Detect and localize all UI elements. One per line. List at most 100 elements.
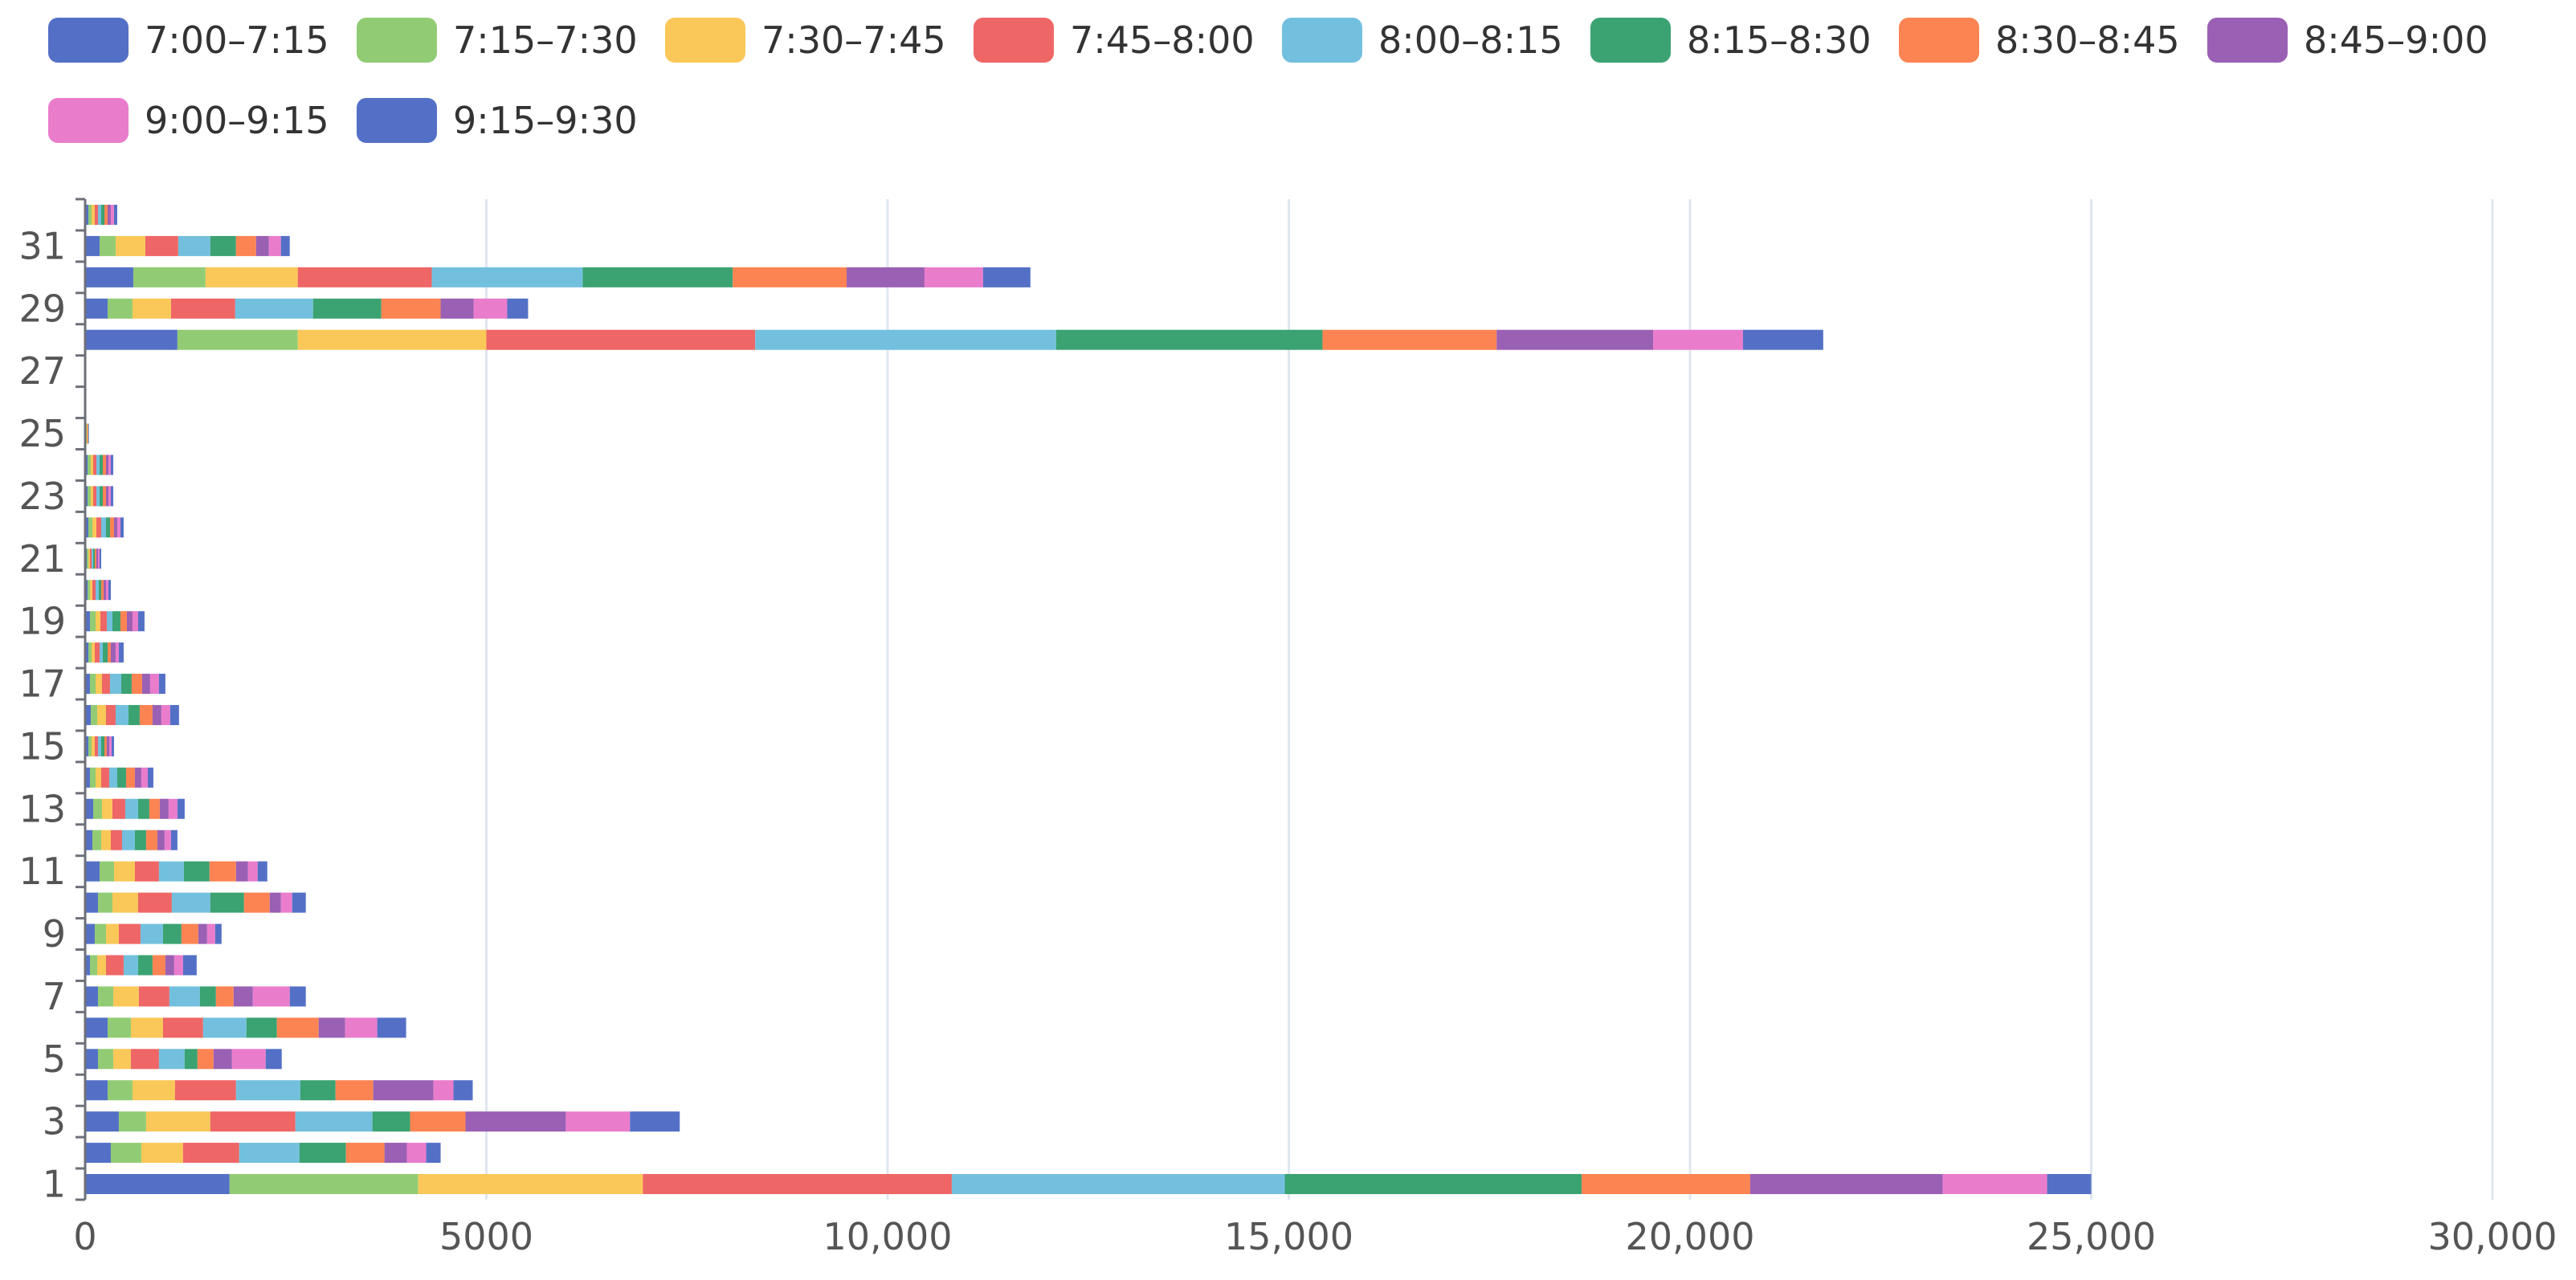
bar-segment[interactable]	[95, 767, 101, 788]
bar-segment[interactable]	[137, 892, 172, 913]
bar-segment[interactable]	[85, 235, 100, 256]
bar-segment[interactable]	[99, 548, 101, 569]
bar-segment[interactable]	[372, 1111, 410, 1132]
bar-segment[interactable]	[440, 298, 474, 319]
bar-segment[interactable]	[100, 767, 109, 788]
bar-segment[interactable]	[85, 923, 95, 944]
bar-segment[interactable]	[630, 1111, 680, 1132]
bar-segment[interactable]	[229, 1174, 418, 1195]
bar-segment[interactable]	[92, 580, 96, 601]
bar-segment[interactable]	[118, 1111, 146, 1132]
bar-segment[interactable]	[87, 580, 90, 601]
bar-segment[interactable]	[105, 955, 124, 976]
bar-segment[interactable]	[91, 642, 95, 663]
bar-segment[interactable]	[1942, 1174, 2047, 1195]
bar-segment[interactable]	[97, 548, 100, 569]
bar-segment[interactable]	[147, 767, 153, 788]
bar-segment[interactable]	[138, 986, 169, 1007]
bar-segment[interactable]	[335, 1080, 374, 1101]
bar-segment[interactable]	[85, 986, 98, 1007]
bar-segment[interactable]	[132, 298, 171, 319]
bar-segment[interactable]	[1322, 329, 1497, 350]
bar-segment[interactable]	[152, 955, 165, 976]
bar-segment[interactable]	[235, 1080, 300, 1101]
bar-segment[interactable]	[112, 611, 120, 632]
bar-segment[interactable]	[125, 767, 135, 788]
bar-segment[interactable]	[755, 329, 1056, 350]
bar-segment[interactable]	[120, 517, 124, 538]
bar-segment[interactable]	[85, 767, 90, 788]
bar-segment[interactable]	[158, 861, 184, 882]
bar-segment[interactable]	[88, 204, 92, 225]
bar-segment[interactable]	[92, 830, 101, 850]
bar-segment[interactable]	[88, 423, 89, 444]
bar-segment[interactable]	[110, 455, 113, 475]
bar-segment[interactable]	[174, 955, 183, 976]
bar-segment[interactable]	[243, 892, 270, 913]
bar-segment[interactable]	[87, 486, 91, 507]
bar-segment[interactable]	[85, 1049, 98, 1070]
bar-segment[interactable]	[297, 267, 432, 287]
bar-segment[interactable]	[107, 204, 111, 225]
bar-segment[interactable]	[847, 267, 925, 287]
bar-segment[interactable]	[345, 1017, 378, 1038]
bar-segment[interactable]	[162, 923, 182, 944]
bar-segment[interactable]	[257, 861, 267, 882]
bar-segment[interactable]	[924, 267, 983, 287]
bar-segment[interactable]	[85, 1111, 119, 1132]
bar-segment[interactable]	[88, 736, 92, 756]
bar-segment[interactable]	[410, 1111, 466, 1132]
bar-segment[interactable]	[183, 861, 210, 882]
bar-segment[interactable]	[406, 1143, 427, 1164]
bar-segment[interactable]	[85, 1017, 108, 1038]
bar-segment[interactable]	[149, 798, 160, 819]
bar-segment[interactable]	[235, 861, 248, 882]
bar-segment[interactable]	[120, 674, 132, 695]
bar-segment[interactable]	[1284, 1174, 1582, 1195]
bar-segment[interactable]	[473, 298, 508, 319]
bar-segment[interactable]	[112, 1049, 131, 1070]
bar-segment[interactable]	[105, 923, 119, 944]
bar-segment[interactable]	[486, 329, 756, 350]
bar-segment[interactable]	[108, 486, 111, 507]
bar-segment[interactable]	[231, 1049, 266, 1070]
bar-segment[interactable]	[102, 486, 106, 507]
bar-segment[interactable]	[134, 767, 141, 788]
bar-segment[interactable]	[89, 955, 97, 976]
bar-segment[interactable]	[86, 423, 88, 444]
bar-segment[interactable]	[426, 1143, 441, 1164]
bar-segment[interactable]	[507, 298, 529, 319]
bar-segment[interactable]	[108, 455, 111, 475]
bar-segment[interactable]	[312, 298, 382, 319]
bar-segment[interactable]	[247, 861, 258, 882]
bar-segment[interactable]	[951, 1174, 1285, 1195]
bar-segment[interactable]	[91, 548, 93, 569]
bar-segment[interactable]	[99, 486, 103, 507]
bar-segment[interactable]	[177, 329, 298, 350]
bar-segment[interactable]	[210, 235, 236, 256]
bar-segment[interactable]	[145, 830, 157, 850]
bar-segment[interactable]	[85, 1080, 108, 1101]
bar-segment[interactable]	[96, 704, 106, 725]
legend-item[interactable]: 7:30–7:45	[665, 18, 946, 63]
bar-segment[interactable]	[269, 892, 281, 913]
bar-segment[interactable]	[239, 1143, 300, 1164]
bar-segment[interactable]	[565, 1111, 631, 1132]
bar-segment[interactable]	[582, 267, 733, 287]
bar-segment[interactable]	[112, 798, 125, 819]
bar-segment[interactable]	[103, 580, 106, 601]
bar-segment[interactable]	[85, 1143, 111, 1164]
bar-segment[interactable]	[453, 1080, 473, 1101]
bar-segment[interactable]	[168, 798, 178, 819]
bar-segment[interactable]	[94, 548, 96, 569]
bar-segment[interactable]	[268, 235, 281, 256]
bar-segment[interactable]	[174, 1080, 236, 1101]
bar-segment[interactable]	[85, 642, 88, 663]
bar-segment[interactable]	[97, 986, 113, 1007]
bar-segment[interactable]	[85, 329, 178, 350]
bar-segment[interactable]	[85, 736, 88, 756]
bar-segment[interactable]	[145, 1111, 210, 1132]
bar-segment[interactable]	[123, 955, 138, 976]
bar-segment[interactable]	[1742, 329, 1823, 350]
bar-segment[interactable]	[92, 517, 96, 538]
